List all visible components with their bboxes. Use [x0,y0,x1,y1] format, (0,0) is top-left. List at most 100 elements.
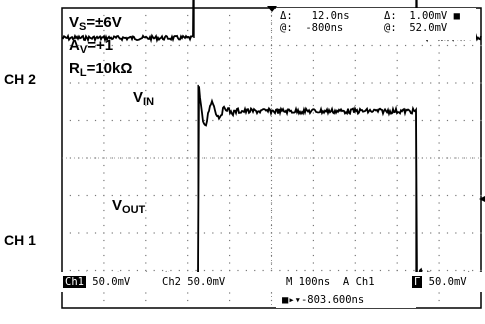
grid-dot [229,127,231,129]
grid-dot [145,59,147,62]
grid-dot [480,232,482,234]
grid-dot [103,127,105,129]
grid-dot [396,194,398,197]
grid-dot [396,97,398,99]
grid-dot [354,97,356,99]
grid-dot [329,82,331,84]
grid-dot [279,269,281,272]
grid-dot [438,142,440,144]
grid-dot [229,142,231,144]
grid-dot [103,194,105,197]
grid-dot [103,239,105,242]
grid-dot [195,232,197,234]
grid-dot [187,209,189,212]
grid-dot [396,269,398,272]
grid-dot [463,194,465,197]
grid-dot [153,232,155,234]
grid-dot [111,157,113,159]
grid-dot [128,44,130,47]
grid-dot [203,119,206,122]
grid-dot [438,104,440,107]
grid-dot [229,262,231,264]
grid-dot [103,202,105,204]
grid-dot [413,194,415,197]
grid-dot [371,82,373,84]
grid-dot [270,82,273,84]
grid-dot [379,44,382,47]
grid-dot [153,119,155,122]
grid-dot [354,217,356,219]
grid-dot [145,67,147,69]
grid-dot [145,217,147,219]
grid-dot [388,119,390,122]
grid-dot [170,82,172,84]
grid-dot [321,269,323,272]
grid-dot [245,82,247,84]
grid-dot [329,269,331,272]
grid-dot [120,157,122,159]
grid-dot [287,194,289,197]
grid-dot [388,157,390,159]
grid-dot [220,232,222,234]
grid-dot [212,44,214,47]
grid-dot [455,194,457,197]
grid-dot [187,254,189,257]
grid-dot [388,82,390,84]
grid-dot [136,157,139,159]
grid-dot [472,44,474,47]
grid-dot [69,269,71,272]
grid-dot [270,269,273,272]
trigger-position-readout: ■▸▾-803.600ns [282,294,365,306]
grid-dot [455,82,457,84]
grid-dot [270,254,273,257]
grid-dot [103,299,105,302]
grid-dot [145,29,147,32]
grid-dot [396,149,398,152]
grid-dot [438,52,440,54]
grid-dot [229,269,231,272]
grid-dot [270,44,273,47]
grid-dot [279,44,281,47]
grid-dot [212,157,214,159]
grid-dot [170,44,172,47]
grid-dot [229,52,231,54]
grid-dot [145,239,147,242]
grid-dot [187,22,189,24]
grid-dot [78,82,80,84]
grid-dot [446,44,449,47]
grid-dot [161,194,164,197]
grid-dot [262,232,264,234]
grid-dot [145,44,147,47]
grid-dot [229,217,231,219]
grid-dot [287,44,289,47]
grid-dot [103,292,105,294]
grid-dot [396,254,398,257]
grid-dot [229,119,231,122]
grid-dot [120,82,122,84]
grid-dot [120,194,122,197]
grid-dot [438,187,440,189]
grid-dot [363,157,365,159]
grid-dot [354,269,356,272]
grid-dot [396,142,398,144]
grid-dot [354,187,356,189]
grid-dot [354,82,356,84]
grid-dot [287,157,289,159]
grid-dot [203,44,206,47]
grid-dot [270,149,273,152]
grid-dot [480,269,482,272]
grid-dot [337,44,340,47]
grid-dot [438,82,440,84]
grid-dot [396,74,398,77]
grid-dot [270,14,273,17]
grid-dot [438,127,440,129]
grid-dot [103,52,105,54]
grid-dot [103,164,105,167]
grid-dot [430,232,432,234]
grid-dot [379,194,382,197]
grid-dot [346,232,348,234]
grid-dot [103,142,105,144]
grid-dot [321,194,323,197]
grid-dot [438,179,440,182]
grid-dot [103,187,105,189]
